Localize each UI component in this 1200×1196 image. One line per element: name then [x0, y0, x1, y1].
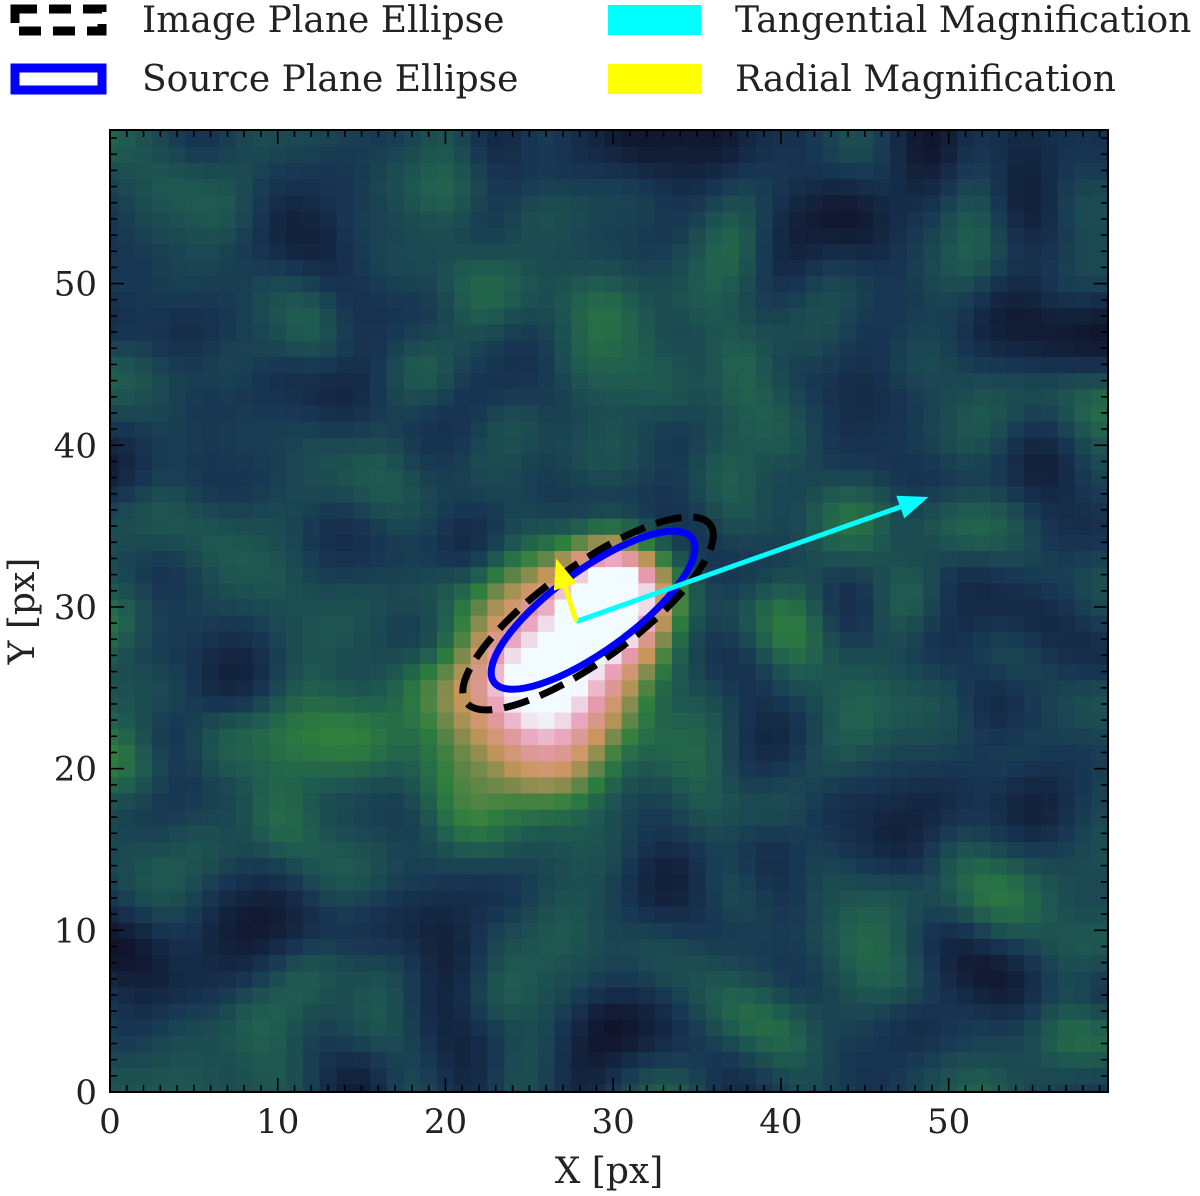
legend-entry-3: Tangential Magnification [608, 0, 1191, 41]
x-tick-label: 30 [592, 1102, 635, 1142]
legend-label: Source Plane Ellipse [142, 59, 518, 100]
tangential-magnification-arrow [575, 495, 929, 624]
x-tick-label: 20 [424, 1102, 467, 1142]
legend-label: Tangential Magnification [735, 0, 1191, 41]
plot-frame [109, 129, 1109, 1093]
x-axis-label: X [px] [555, 1151, 664, 1192]
legend-label: Radial Magnification [735, 59, 1116, 100]
y-tick-label: 20 [54, 750, 97, 790]
legend-entry-4: Radial Magnification [608, 59, 1116, 100]
overlay-layer [459, 495, 929, 714]
x-tick-label: 0 [99, 1102, 121, 1142]
y-tick-label: 0 [75, 1073, 97, 1113]
legend-entry-1: Image Plane Ellipse [10, 0, 504, 41]
legend-swatch [10, 63, 107, 95]
legend-entry-2: Source Plane Ellipse [10, 59, 518, 100]
y-tick-label: 30 [54, 588, 97, 628]
x-tick-label: 10 [256, 1102, 299, 1142]
y-tick-label: 40 [54, 426, 97, 466]
legend-swatch [608, 5, 701, 35]
radial-magnification-arrow [553, 558, 579, 623]
legend-label: Image Plane Ellipse [142, 0, 504, 41]
y-tick-label: 10 [54, 911, 97, 951]
legend: Image Plane Ellipse Source Plane Ellipse T… [10, 0, 1191, 100]
x-tick-label: 40 [759, 1102, 802, 1142]
axis-ticks: 0 10 20 30 40 50 0 10 20 30 40 50 [54, 130, 1108, 1142]
y-axis-label: Y [px] [2, 558, 43, 666]
legend-swatch [608, 64, 701, 94]
x-tick-label: 50 [927, 1102, 970, 1142]
heatmap-image [110, 130, 1108, 1092]
legend-swatch [10, 4, 107, 36]
y-tick-label: 50 [54, 265, 97, 305]
